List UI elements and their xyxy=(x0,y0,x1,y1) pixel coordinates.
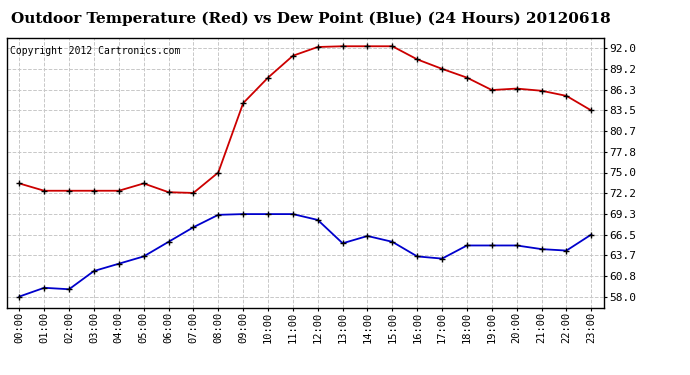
Text: Copyright 2012 Cartronics.com: Copyright 2012 Cartronics.com xyxy=(10,46,180,56)
Text: Outdoor Temperature (Red) vs Dew Point (Blue) (24 Hours) 20120618: Outdoor Temperature (Red) vs Dew Point (… xyxy=(10,11,611,26)
